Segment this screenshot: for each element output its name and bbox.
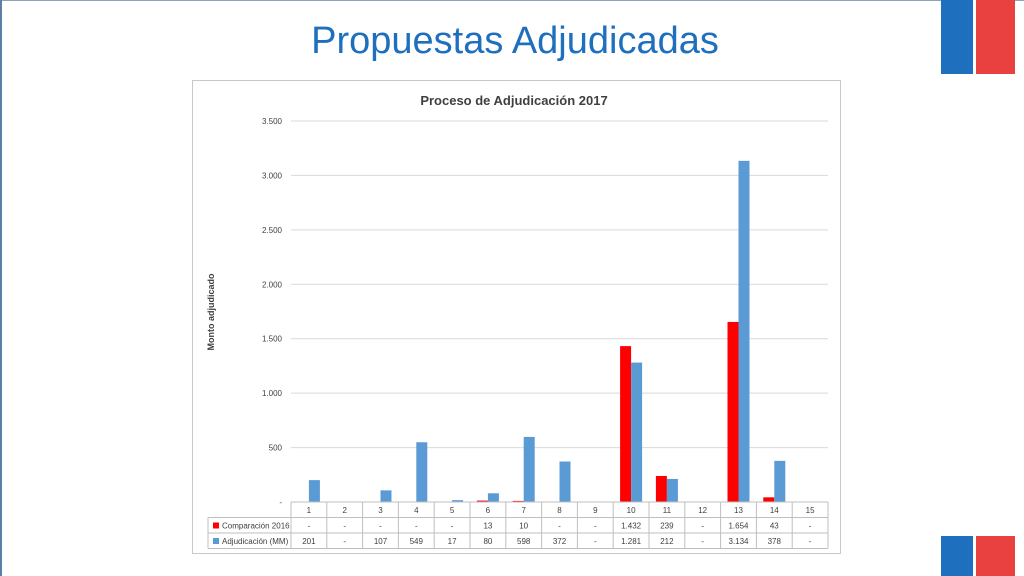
x-tick-label: 4: [414, 506, 419, 515]
bar-comparacion-10: [620, 346, 632, 502]
chart-container: Proceso de Adjudicación 2017 Monto adjud…: [192, 80, 841, 554]
data-label: 1.281: [621, 537, 642, 546]
x-tick-label: 14: [770, 506, 779, 515]
bar-adjudicacion-4: [416, 442, 428, 502]
data-label: 212: [660, 537, 674, 546]
bars: [308, 160, 786, 502]
data-label: -: [701, 522, 704, 531]
page-title: Propuestas Adjudicadas: [311, 20, 719, 62]
legend-key: [213, 522, 219, 529]
data-label: 239: [660, 522, 674, 531]
data-label: -: [415, 522, 418, 531]
x-tick-label: 9: [593, 506, 598, 515]
data-label: 17: [448, 537, 457, 546]
data-label: 372: [553, 537, 567, 546]
data-label: 43: [770, 522, 779, 531]
bar-comparacion-11: [655, 475, 667, 502]
y-axis-label: Monto adjudicado: [206, 273, 216, 350]
y-tick-label: 500: [269, 444, 283, 453]
flag-logo-bottom: [941, 536, 1015, 576]
data-label: 1.654: [728, 522, 749, 531]
bar-comparacion-6: [476, 500, 488, 502]
data-label: -: [701, 537, 704, 546]
x-tick-label: 2: [342, 506, 347, 515]
data-label: -: [594, 537, 597, 546]
bar-adjudicacion-8: [559, 461, 571, 502]
x-tick-label: 11: [663, 506, 672, 515]
data-label: -: [451, 522, 454, 531]
x-tick-label: 15: [806, 506, 815, 515]
x-tick-label: 7: [521, 506, 526, 515]
x-tick-label: 10: [627, 506, 636, 515]
y-tick-label: 2.000: [262, 280, 283, 289]
data-label: -: [809, 522, 812, 531]
top-border: [0, 0, 1024, 1]
data-label: -: [558, 522, 561, 531]
data-label: 201: [302, 537, 316, 546]
data-label: -: [308, 522, 311, 531]
y-tick-label: 1.000: [262, 389, 283, 398]
data-label: 1.432: [621, 522, 642, 531]
data-label: -: [809, 537, 812, 546]
bar-adjudicacion-14: [774, 460, 786, 502]
bar-comparacion-7: [512, 500, 524, 502]
x-tick-label: 3: [378, 506, 383, 515]
data-label: 598: [517, 537, 531, 546]
data-label: 10: [519, 522, 528, 531]
data-label: -: [343, 522, 346, 531]
flag-logo-top: [941, 0, 1015, 74]
bar-adjudicacion-11: [666, 478, 678, 502]
y-tick-label: -: [279, 498, 282, 507]
data-label: 80: [483, 537, 492, 546]
left-border: [0, 0, 2, 576]
data-label: 549: [410, 537, 424, 546]
bar-adjudicacion-13: [738, 160, 750, 502]
data-label: -: [379, 522, 382, 531]
x-tick-label: 8: [557, 506, 562, 515]
data-label: 107: [374, 537, 388, 546]
legend-label: Comparación 2016: [222, 522, 290, 531]
bar-adjudicacion-7: [523, 436, 535, 502]
x-tick-label: 5: [450, 506, 455, 515]
x-tick-label: 1: [307, 506, 312, 515]
bar-chart: Proceso de Adjudicación 2017 Monto adjud…: [206, 93, 829, 549]
y-tick-label: 2.500: [262, 226, 283, 235]
x-tick-label: 13: [734, 506, 743, 515]
bar-adjudicacion-10: [631, 362, 643, 502]
legend-label: Adjudicación (MM): [222, 537, 289, 546]
bar-adjudicacion-1: [308, 480, 320, 502]
data-label: 3.134: [728, 537, 749, 546]
x-tick-label: 12: [698, 506, 707, 515]
chart-title: Proceso de Adjudicación 2017: [420, 93, 607, 108]
y-tick-label: 3.500: [262, 117, 283, 126]
legend-key: [213, 538, 219, 544]
bar-comparacion-14: [763, 497, 775, 502]
x-tick-label: 6: [486, 506, 491, 515]
y-tick-labels: - 500 1.000 1.500 2.000 2.500 3.000 3.500: [262, 117, 283, 507]
data-label: 378: [768, 537, 782, 546]
data-label: -: [594, 522, 597, 531]
y-tick-label: 3.000: [262, 171, 283, 180]
y-tick-label: 1.500: [262, 335, 283, 344]
data-label: 13: [483, 522, 492, 531]
bar-comparacion-13: [727, 321, 739, 502]
bar-adjudicacion-3: [380, 490, 392, 502]
bar-adjudicacion-6: [487, 493, 499, 502]
data-label: -: [343, 537, 346, 546]
bar-adjudicacion-5: [452, 500, 464, 502]
